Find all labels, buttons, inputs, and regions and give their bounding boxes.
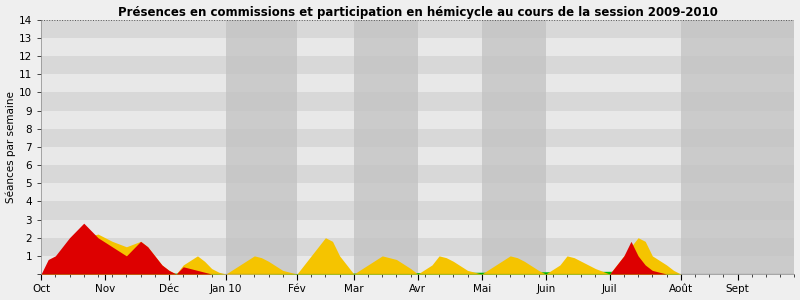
Bar xyxy=(41,183,794,201)
Bar xyxy=(41,147,794,165)
Y-axis label: Séances par semaine: Séances par semaine xyxy=(6,91,16,203)
Bar xyxy=(681,20,738,274)
Bar xyxy=(41,129,794,147)
Bar xyxy=(41,38,794,56)
Bar xyxy=(354,20,418,274)
Bar xyxy=(41,256,794,274)
Bar xyxy=(482,20,546,274)
Bar xyxy=(41,74,794,92)
Bar xyxy=(41,220,794,238)
Bar xyxy=(41,110,794,129)
Bar xyxy=(41,92,794,110)
Bar xyxy=(41,20,794,38)
Bar xyxy=(226,20,297,274)
Bar xyxy=(41,238,794,256)
Bar xyxy=(41,56,794,74)
Bar xyxy=(738,20,794,274)
Title: Présences en commissions et participation en hémicycle au cours de la session 20: Présences en commissions et participatio… xyxy=(118,6,718,19)
Bar xyxy=(41,201,794,220)
Bar xyxy=(41,165,794,183)
